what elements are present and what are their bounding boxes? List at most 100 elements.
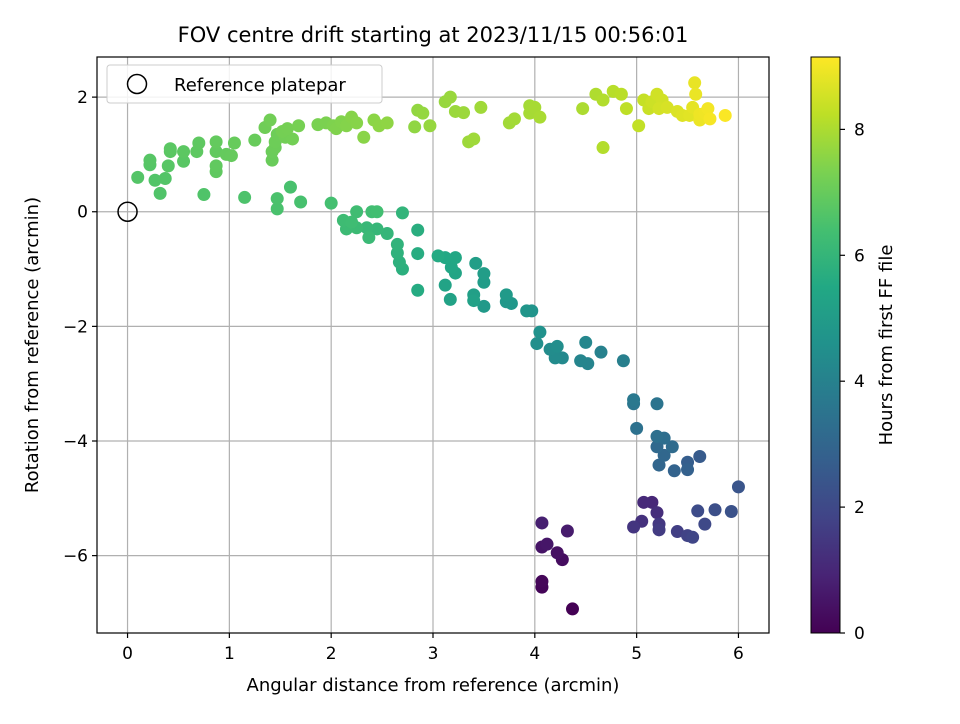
data-point <box>148 173 162 187</box>
reference-point-marker <box>117 201 138 222</box>
data-point <box>650 397 664 411</box>
data-point <box>227 136 241 150</box>
data-point <box>507 112 521 126</box>
data-point <box>350 205 364 219</box>
data-point <box>637 495 651 509</box>
data-point <box>533 110 547 124</box>
data-point <box>238 190 252 204</box>
data-point <box>280 122 294 136</box>
data-point <box>408 120 422 134</box>
data-point <box>724 504 738 518</box>
colorbar: 0 2 4 6 8 Hours from first FF file <box>810 56 897 644</box>
colorbar-tick-label: 6 <box>854 246 865 266</box>
data-point <box>444 260 458 274</box>
colorbar-gradient <box>810 56 841 634</box>
data-point <box>652 523 666 537</box>
data-point <box>423 119 437 133</box>
data-point <box>565 602 579 616</box>
data-point <box>533 325 547 339</box>
data-point <box>703 112 717 126</box>
data-point <box>614 87 628 101</box>
data-point <box>540 537 554 551</box>
data-point <box>448 251 462 265</box>
data-point <box>411 283 425 297</box>
colorbar-ticks: 0 2 4 6 8 <box>840 120 865 644</box>
data-point <box>248 133 262 147</box>
data-point <box>443 292 457 306</box>
data-point <box>294 195 308 209</box>
data-point <box>650 440 664 454</box>
data-point <box>143 153 157 167</box>
data-point <box>596 93 610 107</box>
data-points <box>117 76 745 616</box>
data-point <box>270 202 284 216</box>
data-point <box>395 206 409 220</box>
data-point <box>362 231 376 245</box>
data-point <box>530 337 544 351</box>
data-point <box>443 90 457 104</box>
data-point <box>345 215 359 229</box>
y-tick-label: 0 <box>77 203 88 223</box>
data-point <box>390 237 404 251</box>
data-point <box>681 463 695 477</box>
colorbar-label: Hours from first FF file <box>876 245 897 446</box>
data-point <box>616 354 630 368</box>
data-point <box>596 141 610 155</box>
data-point <box>370 222 384 236</box>
data-point <box>411 247 425 261</box>
data-point <box>708 503 722 517</box>
data-point <box>528 100 542 114</box>
data-point <box>380 116 394 130</box>
data-point <box>619 102 633 116</box>
data-point <box>574 354 588 368</box>
data-point <box>411 223 425 237</box>
x-tick-label: 6 <box>733 644 744 664</box>
data-point <box>467 132 481 146</box>
data-point <box>131 170 145 184</box>
data-point <box>350 116 364 130</box>
data-point <box>660 100 674 114</box>
data-point <box>292 119 306 133</box>
data-point <box>594 345 608 359</box>
data-point <box>650 506 664 520</box>
legend-box <box>106 64 383 104</box>
legend: Reference platepar <box>106 64 383 104</box>
data-point <box>520 304 534 318</box>
data-point <box>285 132 299 146</box>
x-tick-label: 1 <box>224 644 235 664</box>
data-point <box>161 159 175 173</box>
y-tick-label: 2 <box>77 88 88 108</box>
x-tick-label: 5 <box>631 644 642 664</box>
y-tick-label: −2 <box>63 317 88 337</box>
data-point <box>209 145 223 159</box>
data-point <box>550 339 564 353</box>
y-axis-label: Rotation from reference (arcmin) <box>22 197 43 493</box>
data-point <box>263 113 277 127</box>
data-point <box>177 154 191 168</box>
data-point <box>731 480 745 494</box>
data-point <box>177 145 191 159</box>
data-point <box>657 448 671 462</box>
data-point <box>360 221 374 235</box>
data-point <box>670 525 684 539</box>
data-point <box>667 464 681 478</box>
colorbar-tick-label: 8 <box>854 120 865 140</box>
legend-marker-reference <box>126 73 148 95</box>
chart-title: FOV centre drift starting at 2023/11/15 … <box>178 23 689 47</box>
x-tick-label: 4 <box>529 644 540 664</box>
data-point <box>370 205 384 219</box>
data-point <box>209 159 223 173</box>
data-point <box>416 106 430 120</box>
data-point <box>579 335 593 349</box>
data-point <box>550 546 564 560</box>
legend-label-reference: Reference platepar <box>174 75 346 96</box>
data-point <box>535 516 549 530</box>
data-point <box>438 278 452 292</box>
data-point <box>650 429 664 443</box>
data-point <box>691 504 705 518</box>
data-point <box>477 267 491 281</box>
data-point <box>560 524 574 538</box>
data-point <box>209 135 223 149</box>
